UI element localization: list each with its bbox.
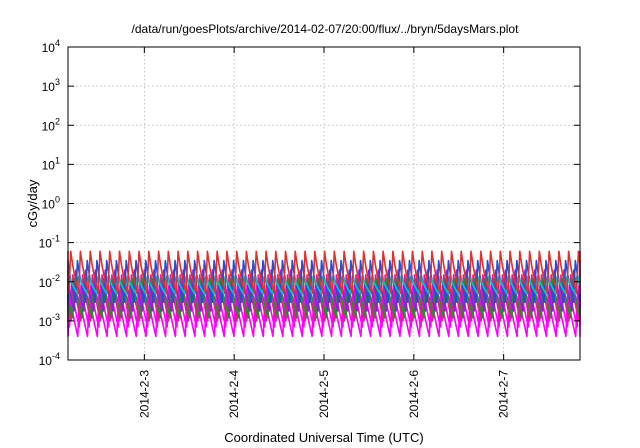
series-line	[67, 259, 581, 303]
y-tick-label: 101	[42, 155, 60, 172]
series-group	[67, 250, 581, 338]
y-tick-base: 10	[42, 158, 56, 172]
y-tick-exponent: 2	[55, 116, 60, 126]
series-line	[67, 250, 581, 295]
y-tick-exponent: 1	[55, 155, 60, 165]
y-tick-exponent: -2	[52, 273, 60, 283]
y-tick-exponent: -3	[52, 312, 60, 322]
y-tick-base: 10	[42, 80, 56, 94]
y-tick-label: 10-3	[39, 312, 60, 329]
x-tick-label: 2014-2-4	[227, 370, 241, 418]
y-tick-label: 10-2	[39, 273, 60, 290]
x-tick-label: 2014-2-6	[407, 370, 421, 418]
y-tick-base: 10	[39, 354, 53, 368]
x-tick-label: 2014-2-3	[137, 370, 151, 418]
y-tick-base: 10	[42, 119, 56, 133]
y-tick-exponent: -1	[52, 234, 60, 244]
y-tick-base: 10	[39, 237, 53, 251]
y-tick-exponent: -4	[52, 351, 60, 361]
x-axis: 2014-2-3 2014-2-4 2014-2-5 2014-2-6 2014-2-7	[137, 47, 511, 418]
chart-title: /data/run/goesPlots/archive/2014-02-07/2…	[132, 22, 520, 36]
y-tick-label: 102	[42, 116, 60, 133]
y-tick-label: 100	[42, 195, 60, 212]
y-tick-label: 104	[42, 38, 60, 55]
y-tick-base: 10	[42, 198, 56, 212]
y-tick-label: 10-1	[39, 234, 60, 251]
y-tick-exponent: 3	[55, 77, 60, 87]
y-tick-label: 103	[42, 77, 60, 94]
y-axis-label: cGy/day	[25, 179, 40, 227]
x-tick-label: 2014-2-7	[497, 370, 511, 418]
y-tick-label: 10-4	[39, 351, 60, 368]
y-tick-exponent: 4	[55, 38, 60, 48]
x-tick-label: 2014-2-5	[317, 370, 331, 418]
y-tick-base: 10	[39, 315, 53, 329]
y-tick-base: 10	[42, 41, 56, 55]
y-tick-exponent: 0	[55, 195, 60, 205]
x-axis-label: Coordinated Universal Time (UTC)	[224, 430, 423, 445]
y-tick-base: 10	[39, 276, 53, 290]
